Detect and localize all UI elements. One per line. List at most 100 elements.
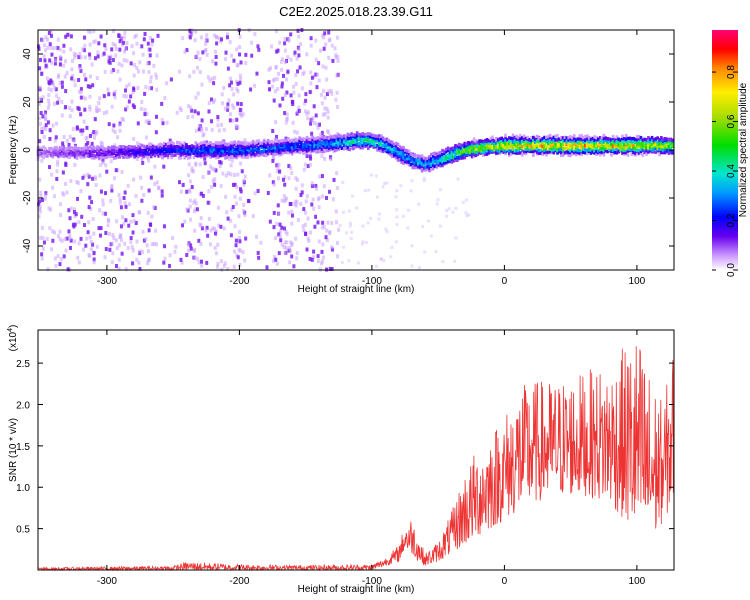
spectrogram-ridge-cell	[450, 160, 454, 164]
spectrogram-ridge-cell	[311, 144, 314, 148]
spectrogram-noise-cell	[319, 92, 323, 97]
spectrogram-ridge-cell	[522, 134, 526, 138]
spectrogram-noise-cell	[256, 44, 260, 49]
spectrogram-ridge-cell	[520, 136, 524, 140]
spectrogram-ridge-cell	[407, 151, 411, 156]
spectrogram-ridge-cell	[194, 145, 198, 149]
spectrogram-ridge-cell	[572, 151, 576, 155]
spectrogram-ridge-cell	[366, 132, 370, 136]
spectrogram-ridge-cell	[196, 143, 199, 148]
spectrogram-ridge-cell	[660, 138, 663, 143]
spectrogram-ridge-cell	[613, 138, 617, 142]
spectrogram-ridge-cell	[277, 148, 281, 152]
spectrogram-noise-cell	[131, 89, 135, 94]
spectrogram-noise-cell	[78, 51, 82, 56]
spectrogram-noise-cell	[290, 209, 294, 214]
spectrogram-noise-cell	[129, 236, 133, 241]
spectrogram-noise-cell	[224, 194, 228, 199]
spectrogram-ridge-cell	[68, 151, 71, 156]
spectrogram-noise-cell	[91, 83, 95, 88]
spectrogram-noise-cell	[155, 87, 159, 92]
spectrogram-noise-cell	[179, 189, 183, 194]
spectrogram-ridge-cell	[75, 156, 79, 160]
spectrogram-noise-cell	[60, 238, 64, 243]
spectrogram-ridge-cell	[441, 157, 444, 161]
spectrogram-ridge-cell	[365, 132, 368, 137]
snr-y-label: SNR (10 * v/v)	[8, 418, 19, 482]
spectrogram-ridge-cell	[663, 147, 667, 152]
spectrogram-noise-cell	[215, 41, 219, 46]
spectrogram-ridge-cell	[47, 149, 51, 153]
spectrogram-ridge-cell	[359, 133, 363, 137]
spectrogram-noise-cell	[104, 247, 108, 252]
spectrogram-noise-cell	[65, 236, 69, 241]
spectrogram-ridge-cell	[422, 159, 426, 164]
spectrogram-noise-cell	[161, 121, 165, 126]
spectrogram-ridge-cell	[105, 147, 109, 151]
spectrogram-noise-cell	[111, 42, 115, 47]
spectrogram-noise-cell	[297, 53, 301, 58]
spectrogram-noise-cell	[138, 60, 142, 65]
spectrogram-noise-cell	[215, 35, 219, 40]
spectrogram-ridge-cell	[494, 145, 498, 149]
spectrogram-ridge-cell	[645, 152, 648, 156]
spectrogram-ridge-cell	[259, 145, 262, 149]
spectrogram-ridge-cell	[552, 150, 556, 155]
spectrogram-ridge-cell	[136, 150, 140, 154]
spectrogram-ridge-cell	[290, 142, 294, 147]
spectrogram-ridge-cell	[342, 134, 346, 138]
spectrogram-noise-cell	[454, 236, 458, 240]
spectrogram-ridge-cell	[248, 142, 251, 146]
spectrogram-noise-cell	[141, 160, 145, 165]
spectrogram-ridge-cell	[94, 154, 97, 158]
spectrogram-ridge-cell	[537, 151, 541, 155]
spectrogram-ridge-cell	[661, 144, 665, 149]
spectrogram-ridge-cell	[532, 135, 535, 140]
spectrogram-noise-cell	[191, 28, 195, 33]
spectrogram-noise-cell	[38, 96, 42, 101]
spectrogram-ridge-cell	[469, 152, 472, 157]
spectrogram-noise-cell	[59, 213, 63, 218]
spectrogram-ridge-cell	[328, 144, 331, 148]
spectrogram-ridge-cell	[409, 162, 413, 167]
spectrogram-ridge-cell	[602, 149, 606, 153]
spectrogram-ridge-cell	[407, 163, 411, 167]
spectrogram-ridge-cell	[435, 156, 439, 160]
spectrogram-noise-cell	[330, 43, 334, 48]
spectrogram-ridge-cell	[352, 133, 355, 137]
spectrogram-noise-cell	[200, 118, 204, 123]
spectrogram-ridge-cell	[237, 150, 240, 154]
spectrogram-ridge-cell	[123, 148, 127, 152]
spectrogram-ridge-cell	[621, 151, 624, 155]
spectrogram-ridge-cell	[569, 141, 572, 145]
spectrogram-ridge-cell	[482, 148, 485, 152]
spectrogram-ridge-cell	[669, 146, 672, 151]
spectrogram-ridge-cell	[133, 155, 136, 159]
spectrogram-noise-cell	[79, 87, 83, 92]
spectrogram-noise-cell	[97, 101, 101, 106]
spectrogram-noise-cell	[290, 221, 294, 226]
spectrogram-noise-cell	[162, 164, 166, 169]
spectrogram-ridge-cell	[170, 153, 173, 157]
spectrogram-ridge-cell	[259, 141, 262, 145]
spectrogram-noise-cell	[103, 255, 107, 260]
spectrogram-noise-cell	[49, 33, 53, 38]
spectrogram-noise-cell	[214, 251, 218, 256]
spectrogram-ridge-cell	[661, 137, 665, 142]
spectrogram-ridge-cell	[485, 140, 489, 144]
spectrogram-noise-cell	[314, 72, 318, 77]
spectrogram-ridge-cell	[307, 142, 311, 146]
spectrogram-noise-cell	[68, 216, 72, 221]
spectrogram-ridge-cell	[632, 150, 635, 155]
spectrogram-noise-cell	[124, 204, 128, 209]
spectrogram-ridge-cell	[348, 136, 352, 141]
spectrogram-noise-cell	[88, 235, 92, 240]
spectrogram-ridge-cell	[519, 151, 522, 155]
spectrogram-noise-cell	[101, 158, 105, 163]
spectrogram-noise-cell	[41, 114, 45, 119]
spectrogram-ridge-cell	[411, 157, 415, 161]
spectrogram-ridge-cell	[179, 153, 183, 157]
spectrogram-noise-cell	[233, 224, 237, 229]
spectrogram-ridge-cell	[402, 156, 405, 160]
